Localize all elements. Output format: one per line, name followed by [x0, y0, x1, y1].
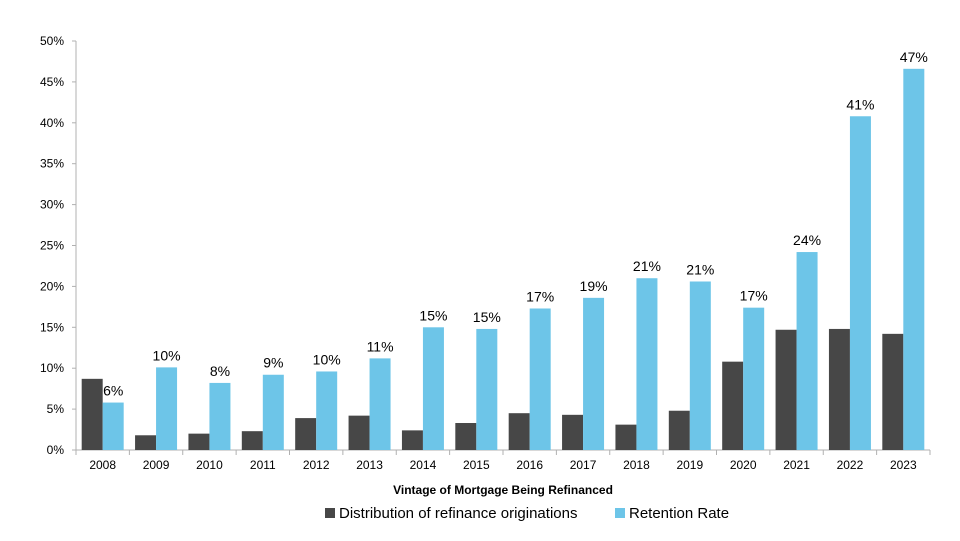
y-tick-label: 35%: [40, 157, 64, 171]
retention-data-label: 24%: [793, 232, 821, 248]
bar-retention-rate: [903, 68, 925, 450]
legend: Distribution of refinance originations Re…: [325, 505, 729, 522]
y-tick-label: 15%: [40, 320, 64, 334]
bar-retention-rate: [476, 328, 498, 450]
retention-data-label: 9%: [263, 355, 283, 371]
x-axis-title: Vintage of Mortgage Being Refinanced: [393, 483, 613, 497]
bar-retention-rate: [422, 327, 444, 450]
bar-refinance-distribution: [722, 361, 744, 450]
bar-retention-rate: [262, 374, 284, 450]
bar-retention-rate: [529, 308, 551, 450]
bar-retention-rate: [316, 371, 338, 450]
x-tick-label: 2023: [890, 458, 917, 472]
y-tick-label: 30%: [40, 198, 64, 212]
bar-refinance-distribution: [562, 414, 584, 450]
retention-data-label: 47%: [900, 49, 928, 65]
bar-refinance-distribution: [188, 433, 210, 450]
retention-data-label: 19%: [580, 278, 608, 294]
retention-data-label: 41%: [846, 96, 874, 112]
bar-refinance-distribution: [508, 413, 530, 450]
x-tick-label: 2008: [89, 458, 116, 472]
bar-retention-rate: [689, 281, 711, 450]
bar-refinance-distribution: [828, 328, 850, 450]
x-tick-label: 2018: [623, 458, 650, 472]
bar-retention-rate: [743, 307, 765, 450]
x-tick-label: 2016: [516, 458, 543, 472]
legend-label-refinance: Distribution of refinance originations: [339, 505, 577, 522]
y-tick-label: 25%: [40, 239, 64, 253]
retention-data-label: 10%: [153, 347, 181, 363]
bar-refinance-distribution: [401, 430, 423, 450]
y-tick-label: 50%: [40, 34, 64, 48]
bar-retention-rate: [209, 382, 231, 450]
x-tick-label: 2022: [837, 458, 864, 472]
x-tick-label: 2009: [143, 458, 170, 472]
y-axis: 0% 5% 10% 15% 20% 25% 30% 35% 40% 45% 50%: [40, 34, 77, 457]
y-tick-label: 5%: [47, 402, 65, 416]
bar-retention-rate: [796, 252, 818, 450]
data-labels: 6% 10% 8% 9% 10% 11% 15% 15% 17% 19% 21% 21% 17% 24% 4…: [103, 49, 928, 399]
y-tick-label: 45%: [40, 75, 64, 89]
y-tick-label: 0%: [47, 443, 65, 457]
bar-refinance-distribution: [81, 378, 103, 450]
bar-refinance-distribution: [615, 424, 637, 450]
bar-refinance-distribution: [295, 418, 317, 450]
bars: [81, 68, 925, 451]
retention-data-label: 21%: [686, 261, 714, 277]
y-tick-label: 40%: [40, 116, 64, 130]
x-tick-label: 2014: [410, 458, 437, 472]
bar-refinance-distribution: [241, 431, 263, 450]
retention-data-label: 11%: [367, 338, 394, 354]
bar-refinance-distribution: [348, 415, 370, 450]
retention-data-label: 8%: [210, 363, 230, 379]
bar-retention-rate: [636, 278, 658, 450]
x-tick-label: 2013: [356, 458, 383, 472]
retention-data-label: 17%: [526, 288, 554, 304]
bar-retention-rate: [102, 402, 124, 450]
x-tick-label: 2012: [303, 458, 330, 472]
y-tick-label: 20%: [40, 279, 64, 293]
legend-swatch-retention: [615, 508, 625, 518]
x-tick-label: 2020: [730, 458, 757, 472]
x-tick-label: 2019: [676, 458, 703, 472]
x-tick-label: 2017: [570, 458, 597, 472]
legend-swatch-refinance: [325, 508, 335, 518]
bar-refinance-distribution: [455, 423, 477, 450]
bar-retention-rate: [849, 116, 871, 451]
bar-refinance-distribution: [775, 329, 797, 450]
retention-data-label: 17%: [740, 288, 768, 304]
bar-retention-rate: [583, 297, 605, 450]
bar-refinance-distribution: [135, 435, 157, 450]
retention-data-label: 21%: [633, 258, 661, 274]
retention-data-label: 10%: [313, 351, 341, 367]
legend-label-retention: Retention Rate: [629, 505, 729, 522]
bar-retention-rate: [156, 367, 178, 450]
bar-refinance-distribution: [668, 410, 690, 450]
retention-data-label: 15%: [419, 307, 447, 323]
x-tick-label: 2010: [196, 458, 223, 472]
bar-refinance-distribution: [882, 333, 904, 450]
retention-data-label: 15%: [473, 309, 501, 325]
bar-retention-rate: [369, 358, 391, 450]
y-tick-label: 10%: [40, 361, 64, 375]
x-axis: 2008 2009 2010 2011 2012 2013 2014 2015 2016 2017…: [75, 449, 931, 472]
x-tick-label: 2015: [463, 458, 490, 472]
x-tick-label: 2021: [783, 458, 810, 472]
x-tick-label: 2011: [250, 458, 276, 472]
retention-data-label: 6%: [103, 383, 123, 399]
